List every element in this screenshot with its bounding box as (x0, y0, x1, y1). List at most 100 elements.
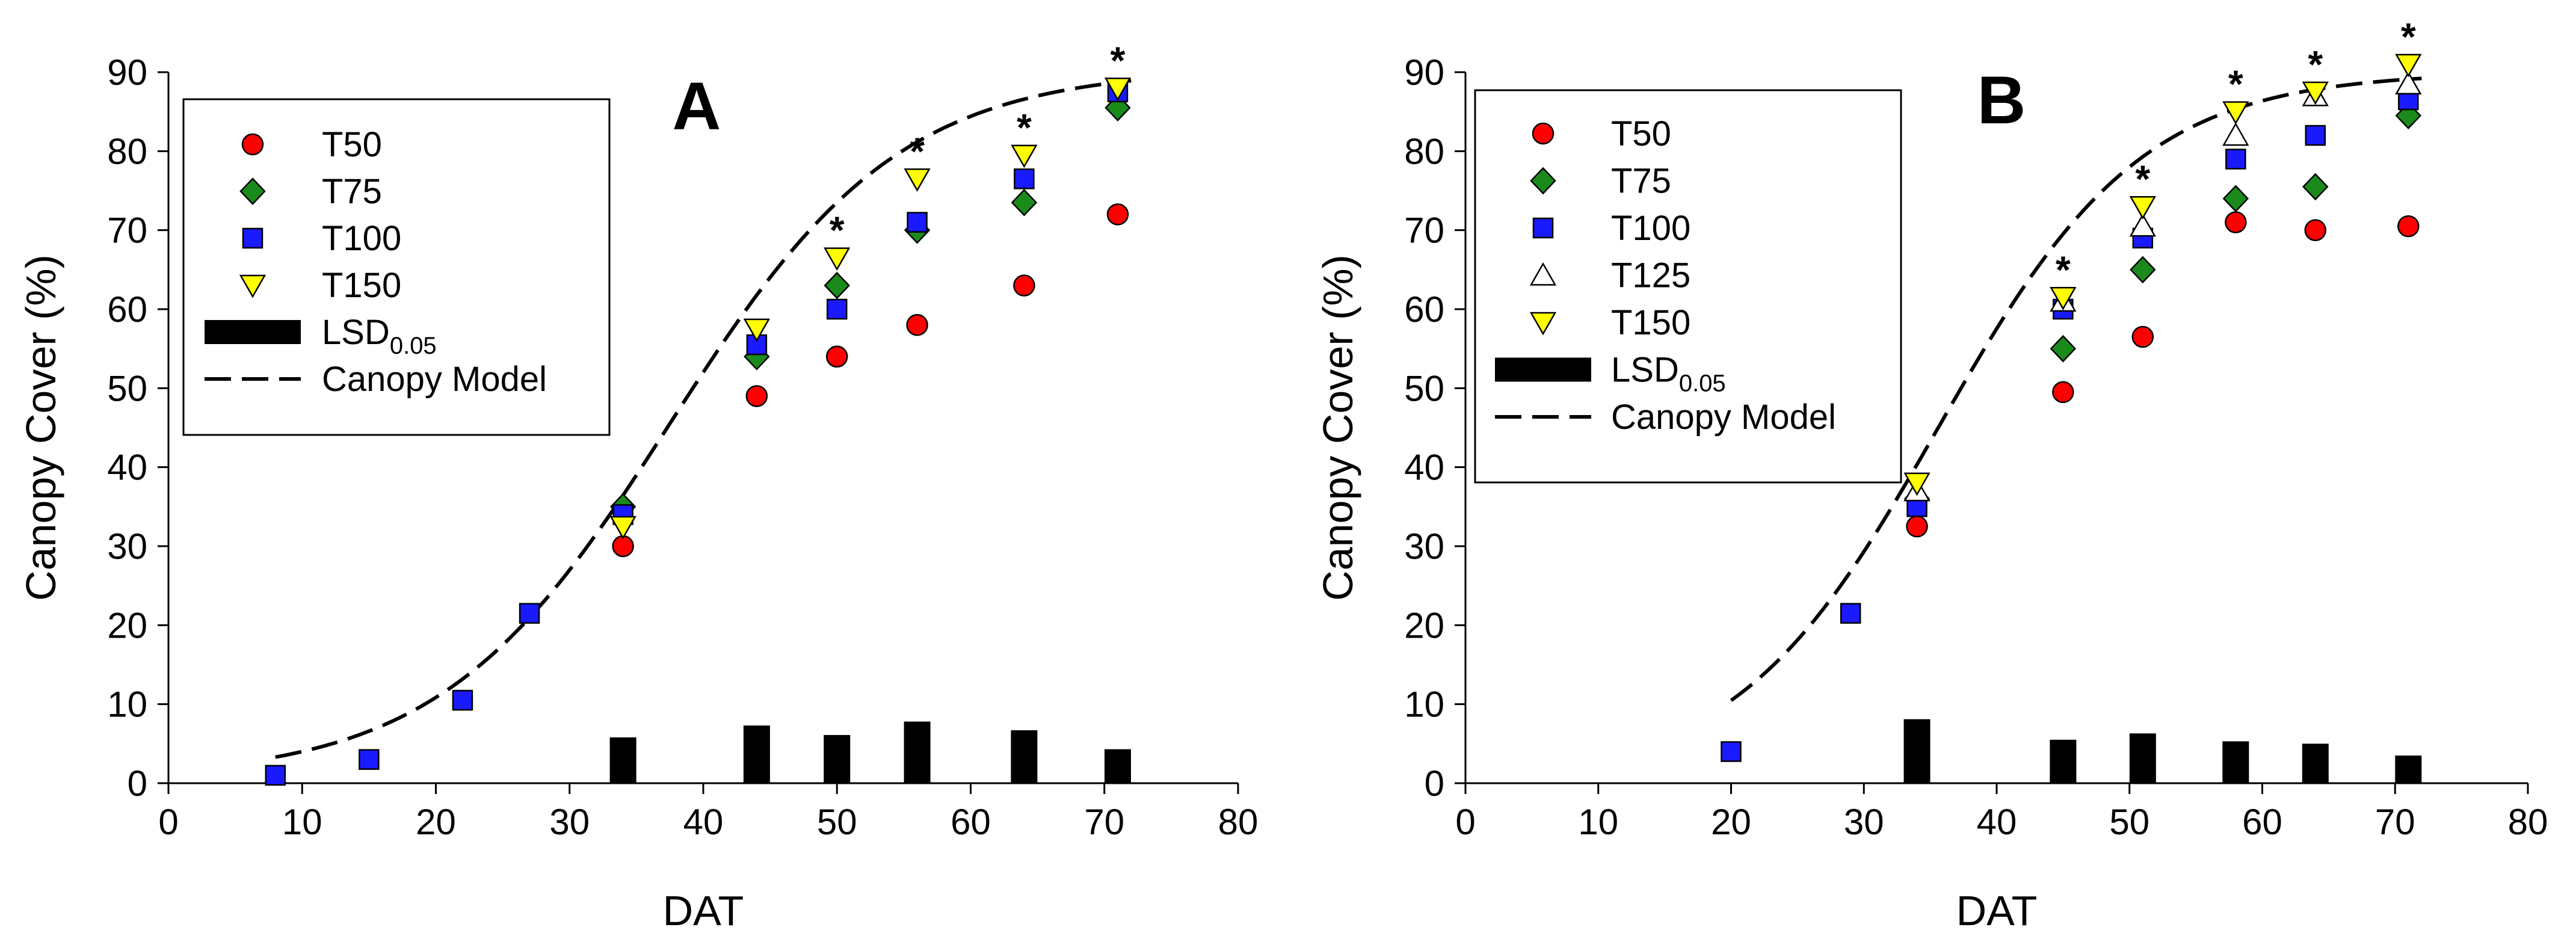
data-point-t50 (2131, 325, 2154, 348)
data-point-t50 (1906, 515, 1928, 538)
legend-label-model: Canopy Model (322, 360, 547, 399)
legend-label-model: Canopy Model (1611, 398, 1836, 437)
data-point-t50 (2225, 211, 2247, 233)
data-point-t100 (2225, 149, 2246, 170)
x-tick-label: 40 (683, 802, 724, 842)
data-point-t50 (2052, 381, 2074, 404)
lsd-bar (1903, 719, 1930, 783)
lsd-bar (2222, 741, 2249, 783)
data-point-t100 (452, 689, 473, 711)
data-point-t150 (743, 318, 771, 342)
y-tick-label: 0 (1425, 763, 1444, 804)
legend-label-text: Canopy Model (1611, 398, 1836, 437)
y-tick-label: 70 (107, 211, 147, 251)
legend-marker-t150 (239, 274, 267, 298)
legend-marker-t75 (1530, 167, 1556, 195)
data-point-t150 (1011, 144, 1038, 168)
y-tick-label: 60 (1404, 289, 1444, 330)
x-tick-label: 70 (2375, 802, 2415, 842)
legend-marker-t100 (242, 227, 263, 249)
significance-asterisk: * (2401, 15, 2416, 58)
y-tick-label: 0 (128, 763, 147, 804)
legend-label-text: LSD (322, 313, 390, 352)
x-tick-label: 30 (549, 802, 590, 842)
data-point-t75 (2050, 334, 2077, 363)
y-tick-label: 40 (1404, 448, 1444, 488)
legend-label-t100: T100 (322, 219, 401, 258)
data-point-t100 (2305, 125, 2326, 146)
legend-label-lsd: LSD0.05 (322, 313, 437, 359)
legend-marker-t50 (241, 133, 264, 156)
x-tick-label: 60 (2242, 802, 2282, 842)
significance-asterisk: * (2228, 63, 2243, 106)
x-tick-label: 80 (1218, 802, 1259, 842)
x-tick-label: 80 (2508, 802, 2548, 842)
legend-label-text: T150 (322, 266, 401, 305)
data-point-t150 (1104, 78, 1132, 101)
lsd-bar (904, 721, 931, 783)
data-point-t150 (2050, 287, 2077, 310)
x-axis-title: DAT (663, 887, 744, 934)
legend-label-text: T50 (1611, 114, 1671, 153)
legend-marker-t50 (1532, 122, 1555, 145)
panel-a-chart: 0 10 20 30 40 50 60 70 80 0 10 20 30 40 50 60 70 80 90 DAT C… (17, 38, 1258, 934)
x-tick-label: 30 (1844, 802, 1884, 842)
data-point-t100 (1721, 741, 1742, 762)
lsd-bar (2129, 733, 2156, 783)
y-tick-label: 10 (1404, 685, 1444, 725)
data-point-t100 (265, 765, 286, 786)
y-tick-label: 80 (107, 131, 147, 171)
legend-label-text: T50 (322, 125, 382, 164)
legend-label-t150: T150 (322, 266, 401, 305)
x-tick-label: 0 (158, 802, 178, 842)
x-tick-label: 60 (951, 802, 991, 842)
data-point-t150 (1903, 472, 1930, 496)
lsd-bar (824, 734, 851, 783)
significance-asterisk: * (910, 129, 925, 173)
data-point-t100 (359, 749, 380, 770)
x-tick-label: 40 (1977, 802, 2017, 842)
canopy-model-curve (1730, 76, 2422, 702)
y-tick-label: 40 (107, 448, 147, 488)
x-tick-label: 0 (1455, 802, 1475, 842)
data-point-t125 (2129, 213, 2156, 237)
data-point-t75 (2130, 256, 2156, 284)
y-tick-label: 20 (1404, 605, 1444, 645)
y-tick-label: 90 (107, 52, 147, 93)
data-point-t150 (609, 516, 636, 540)
legend-label-text: LSD (1611, 351, 1679, 390)
x-tick-label: 10 (282, 802, 322, 842)
data-point-t50 (906, 314, 928, 336)
data-point-t50 (2304, 219, 2327, 241)
panel-label: A (673, 69, 721, 144)
y-tick-label: 80 (1404, 131, 1444, 171)
y-tick-label: 90 (1404, 52, 1444, 93)
y-tick-label: 60 (107, 289, 147, 330)
legend-label-text: T100 (322, 219, 401, 258)
lsd-bar (743, 725, 770, 783)
data-point-t50 (2397, 215, 2420, 238)
legend-label-text: Canopy Model (322, 360, 547, 399)
data-point-t100 (907, 212, 928, 233)
legend-label-t50: T50 (322, 125, 382, 164)
legend-swatch-lsd (1495, 357, 1591, 382)
significance-asterisk: * (830, 209, 845, 252)
data-point-t150 (2222, 101, 2249, 125)
data-point-t150 (2395, 54, 2422, 78)
data-point-t50 (745, 385, 768, 407)
legend-label-text: T75 (322, 172, 382, 211)
legend-label-t75: T75 (322, 172, 382, 211)
legend-label-t150: T150 (1611, 303, 1690, 342)
significance-asterisk: * (1111, 38, 1126, 82)
significance-asterisk: * (2056, 248, 2071, 291)
legend-label-text: T75 (1611, 162, 1671, 201)
data-point-t150 (2302, 81, 2329, 105)
legend-label-t50: T50 (1611, 114, 1671, 153)
lsd-bar (2395, 756, 2422, 783)
lsd-bar (1011, 730, 1038, 783)
legend-marker-t100 (1532, 217, 1554, 239)
y-tick-label: 50 (1404, 368, 1444, 408)
legend-label-text: T100 (1611, 209, 1690, 248)
x-tick-label: 10 (1578, 802, 1618, 842)
